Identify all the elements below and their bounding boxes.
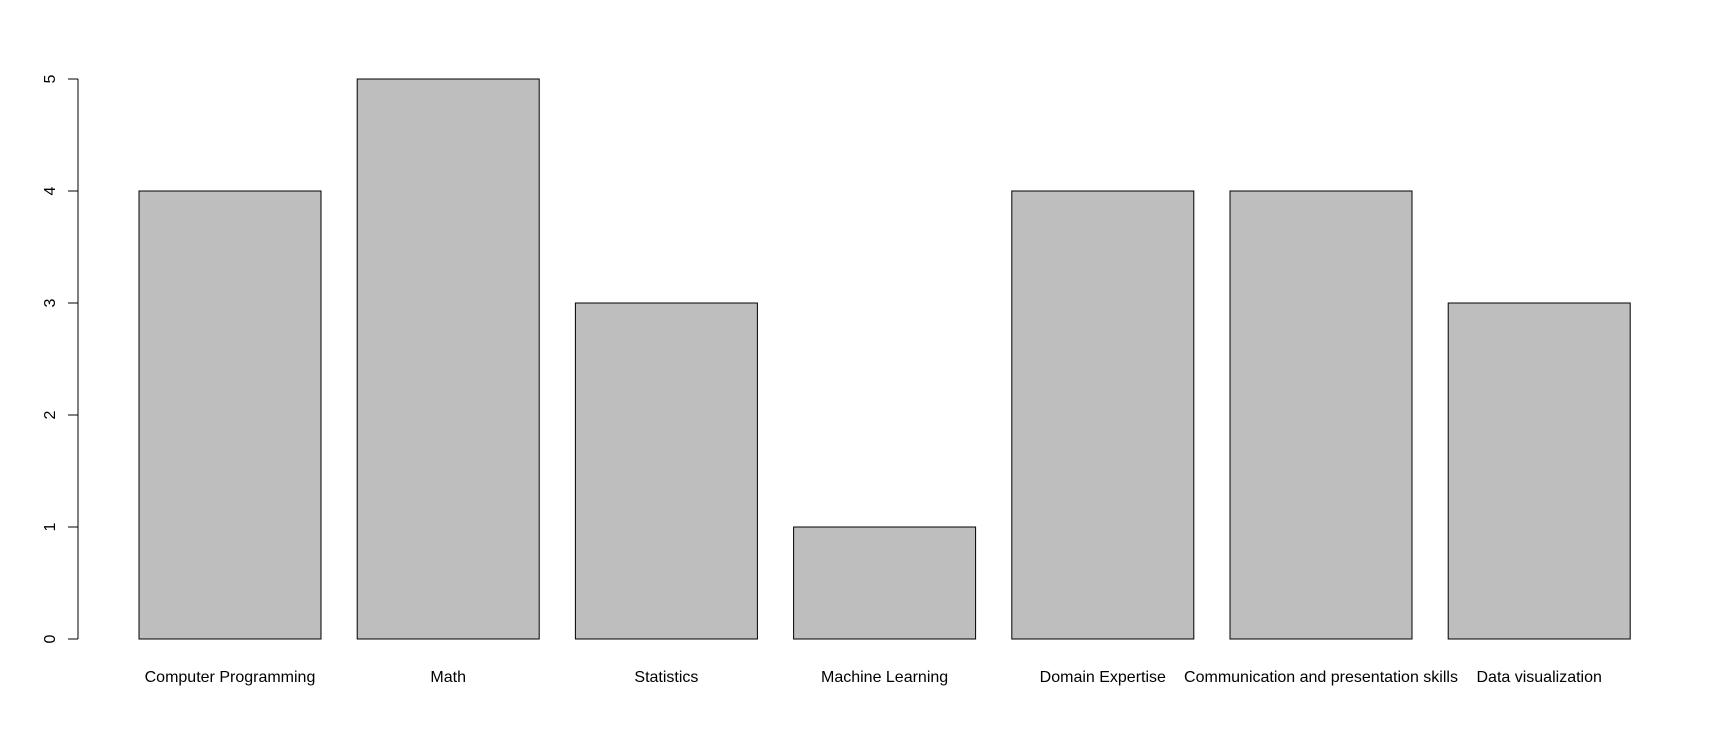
- bar: [356, 78, 540, 640]
- x-category-label: Communication and presentation skills: [1184, 669, 1458, 686]
- x-category-label: Data visualization: [1476, 669, 1601, 686]
- bar: [1229, 190, 1413, 640]
- y-tick-label: 4: [42, 186, 59, 195]
- y-tick-label: 1: [42, 522, 59, 531]
- y-tick-label: 2: [42, 410, 59, 419]
- bar: [1011, 190, 1195, 640]
- y-axis: 0 1 2 3 4 5: [42, 74, 79, 643]
- bars: [138, 78, 1631, 640]
- y-tick-label: 3: [42, 298, 59, 307]
- y-tick-label: 0: [42, 634, 59, 643]
- bar: [1447, 302, 1631, 640]
- y-tick-label: 5: [42, 74, 59, 83]
- x-category-label: Domain Expertise: [1040, 669, 1166, 686]
- x-category-label: Statistics: [634, 669, 698, 686]
- bar: [138, 190, 322, 640]
- x-category-label: Machine Learning: [821, 669, 948, 686]
- bar: [793, 526, 977, 640]
- x-category-label: Computer Programming: [145, 669, 316, 686]
- x-category-label: Math: [430, 669, 466, 686]
- bar: [574, 302, 758, 640]
- x-axis-labels: Computer Programming Math Statistics Machin…: [145, 669, 1602, 686]
